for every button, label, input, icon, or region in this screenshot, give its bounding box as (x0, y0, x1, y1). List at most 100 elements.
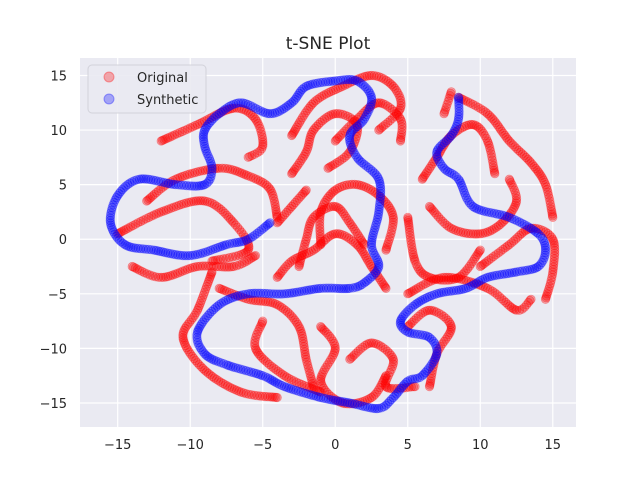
scatter-point-original (407, 242, 417, 252)
scatter-point-original (406, 239, 416, 249)
scatter-point-original (545, 199, 555, 209)
scatter-point-original (509, 185, 520, 195)
scatter-point-original (478, 128, 489, 138)
scatter-point-original (374, 191, 384, 201)
scatter-point-original (250, 335, 260, 345)
scatter-point-original (237, 259, 247, 269)
scatter-point-original (228, 252, 238, 262)
scatter-point-original (324, 389, 334, 400)
scatter-point-original (358, 342, 368, 352)
scatter-point-original (216, 204, 226, 215)
scatter-point-original (443, 272, 454, 282)
scatter-point-original (252, 148, 262, 158)
scatter-point-original (304, 221, 314, 231)
scatter-point-original (342, 180, 352, 190)
scatter-point-original (460, 96, 471, 106)
scatter-point-original (191, 355, 201, 366)
scatter-point-original (426, 371, 437, 381)
scatter-point-original (372, 98, 382, 108)
scatter-point-original (380, 282, 390, 292)
scatter-point-original (352, 398, 363, 408)
scatter-point-original (202, 197, 212, 207)
scatter-point-original (324, 231, 334, 241)
scatter-point-original (387, 352, 397, 362)
scatter-point-original (281, 372, 292, 382)
scatter-point-original (318, 367, 328, 377)
scatter-point-original (388, 359, 398, 369)
scatter-point-original (337, 230, 347, 240)
scatter-point-original (424, 201, 435, 212)
x-tick-label: 0 (331, 438, 339, 453)
scatter-point-original (255, 321, 265, 332)
scatter-point-original (381, 244, 391, 254)
scatter-point-original (334, 156, 345, 166)
scatter-point-original (380, 100, 390, 110)
scatter-point-original (183, 319, 193, 329)
scatter-point-original (179, 199, 189, 209)
scatter-point-original (263, 297, 273, 307)
scatter-point-original (257, 317, 267, 328)
scatter-point-original (200, 165, 210, 175)
scatter-point-original (311, 121, 322, 132)
scatter-point-original (332, 133, 343, 144)
scatter-point-original (255, 391, 265, 401)
scatter-point-original (457, 123, 467, 133)
scatter-point-original (419, 171, 429, 182)
scatter-point-original (251, 174, 261, 184)
scatter-point-original (321, 195, 331, 205)
scatter-point-original (227, 103, 237, 114)
scatter-point-original (349, 350, 359, 360)
scatter-point-original (441, 334, 451, 344)
scatter-point-original (532, 165, 542, 175)
scatter-point-original (145, 270, 155, 280)
scatter-point-original (471, 252, 481, 262)
scatter-point-original (376, 98, 386, 108)
scatter-point-original (515, 147, 526, 157)
scatter-point-original (397, 122, 407, 132)
scatter-point-original (421, 168, 432, 178)
scatter-point-original (474, 122, 484, 133)
scatter-point-original (355, 344, 365, 354)
scatter-point-original (422, 305, 433, 316)
scatter-point-original (241, 170, 251, 180)
scatter-point-original (219, 262, 229, 272)
scatter-point-original (209, 111, 219, 121)
scatter-point-original (441, 313, 451, 323)
scatter-point-original (433, 212, 444, 222)
scatter-point-original (272, 392, 282, 403)
scatter-point-original (244, 389, 254, 399)
scatter-point-original (429, 306, 439, 316)
scatter-point-original (142, 196, 152, 206)
scatter-point-original (283, 259, 293, 270)
scatter-point-original (377, 378, 387, 388)
scatter-point-original (384, 383, 394, 393)
scatter-point-original (279, 264, 289, 274)
scatter-point-original (216, 107, 226, 118)
scatter-point-original (497, 126, 507, 136)
scatter-point-original (361, 182, 371, 192)
scatter-point-original (213, 255, 223, 265)
scatter-point-original (356, 110, 366, 121)
scatter-point-original (246, 253, 256, 263)
scatter-point-original (404, 222, 414, 232)
scatter-point-original (185, 263, 195, 273)
scatter-point-original (511, 193, 522, 204)
scatter-point-original (316, 238, 326, 248)
scatter-point-original (222, 286, 232, 296)
scatter-point-original (356, 181, 367, 191)
scatter-point-original (117, 226, 127, 236)
scatter-point-original (315, 223, 325, 233)
scatter-point-original (383, 201, 394, 211)
scatter-point-original (344, 122, 354, 132)
scatter-point-original (362, 339, 372, 349)
scatter-point-original (391, 109, 402, 119)
scatter-point-original (315, 212, 325, 222)
scatter-point-original (300, 237, 311, 247)
scatter-point-original (322, 112, 332, 123)
scatter-point-original (453, 272, 464, 282)
scatter-point-original (214, 376, 224, 386)
scatter-point-original (154, 208, 164, 218)
scatter-point-original (288, 200, 298, 210)
scatter-point-original (337, 207, 347, 217)
scatter-point-original (369, 266, 379, 276)
